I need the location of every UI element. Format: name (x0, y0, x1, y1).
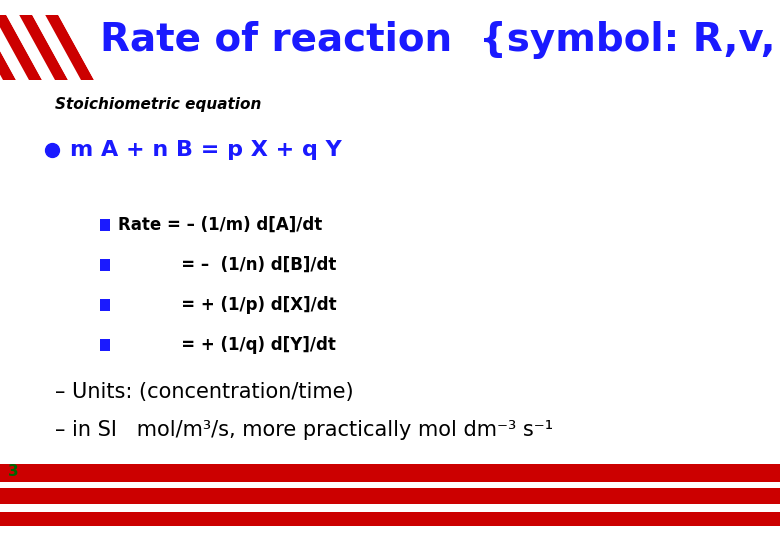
Polygon shape (0, 15, 42, 80)
Text: = –  (1/n) d[B]/dt: = – (1/n) d[B]/dt (118, 256, 336, 274)
Bar (0, 504, 780, 510)
Polygon shape (45, 15, 94, 80)
Text: 3: 3 (8, 464, 19, 480)
Polygon shape (20, 15, 68, 80)
Bar (0, 488, 780, 504)
Bar (0, 512, 780, 526)
Bar (100, 339, 110, 351)
Bar (0, 482, 780, 488)
Text: Stoichiometric equation: Stoichiometric equation (55, 98, 261, 112)
Polygon shape (32, 15, 81, 80)
Polygon shape (0, 15, 29, 80)
Bar (100, 219, 110, 231)
Text: = + (1/p) d[X]/dt: = + (1/p) d[X]/dt (118, 296, 337, 314)
Bar (0, 464, 780, 482)
Text: Rate of reaction  {symbol: R,v, ..}: Rate of reaction {symbol: R,v, ..} (100, 21, 780, 59)
Text: Rate = – (1/m) d[A]/dt: Rate = – (1/m) d[A]/dt (118, 216, 322, 234)
Text: = + (1/q) d[Y]/dt: = + (1/q) d[Y]/dt (118, 336, 336, 354)
Bar (100, 299, 110, 311)
Text: m A + n B = p X + q Y: m A + n B = p X + q Y (70, 140, 342, 160)
Text: – in SI   mol/m³/s, more practically mol dm⁻³ s⁻¹: – in SI mol/m³/s, more practically mol d… (55, 420, 553, 440)
Text: – Units: (concentration/time): – Units: (concentration/time) (55, 382, 353, 402)
Polygon shape (0, 15, 16, 80)
Bar (100, 259, 110, 271)
Polygon shape (6, 15, 55, 80)
Polygon shape (58, 15, 107, 80)
